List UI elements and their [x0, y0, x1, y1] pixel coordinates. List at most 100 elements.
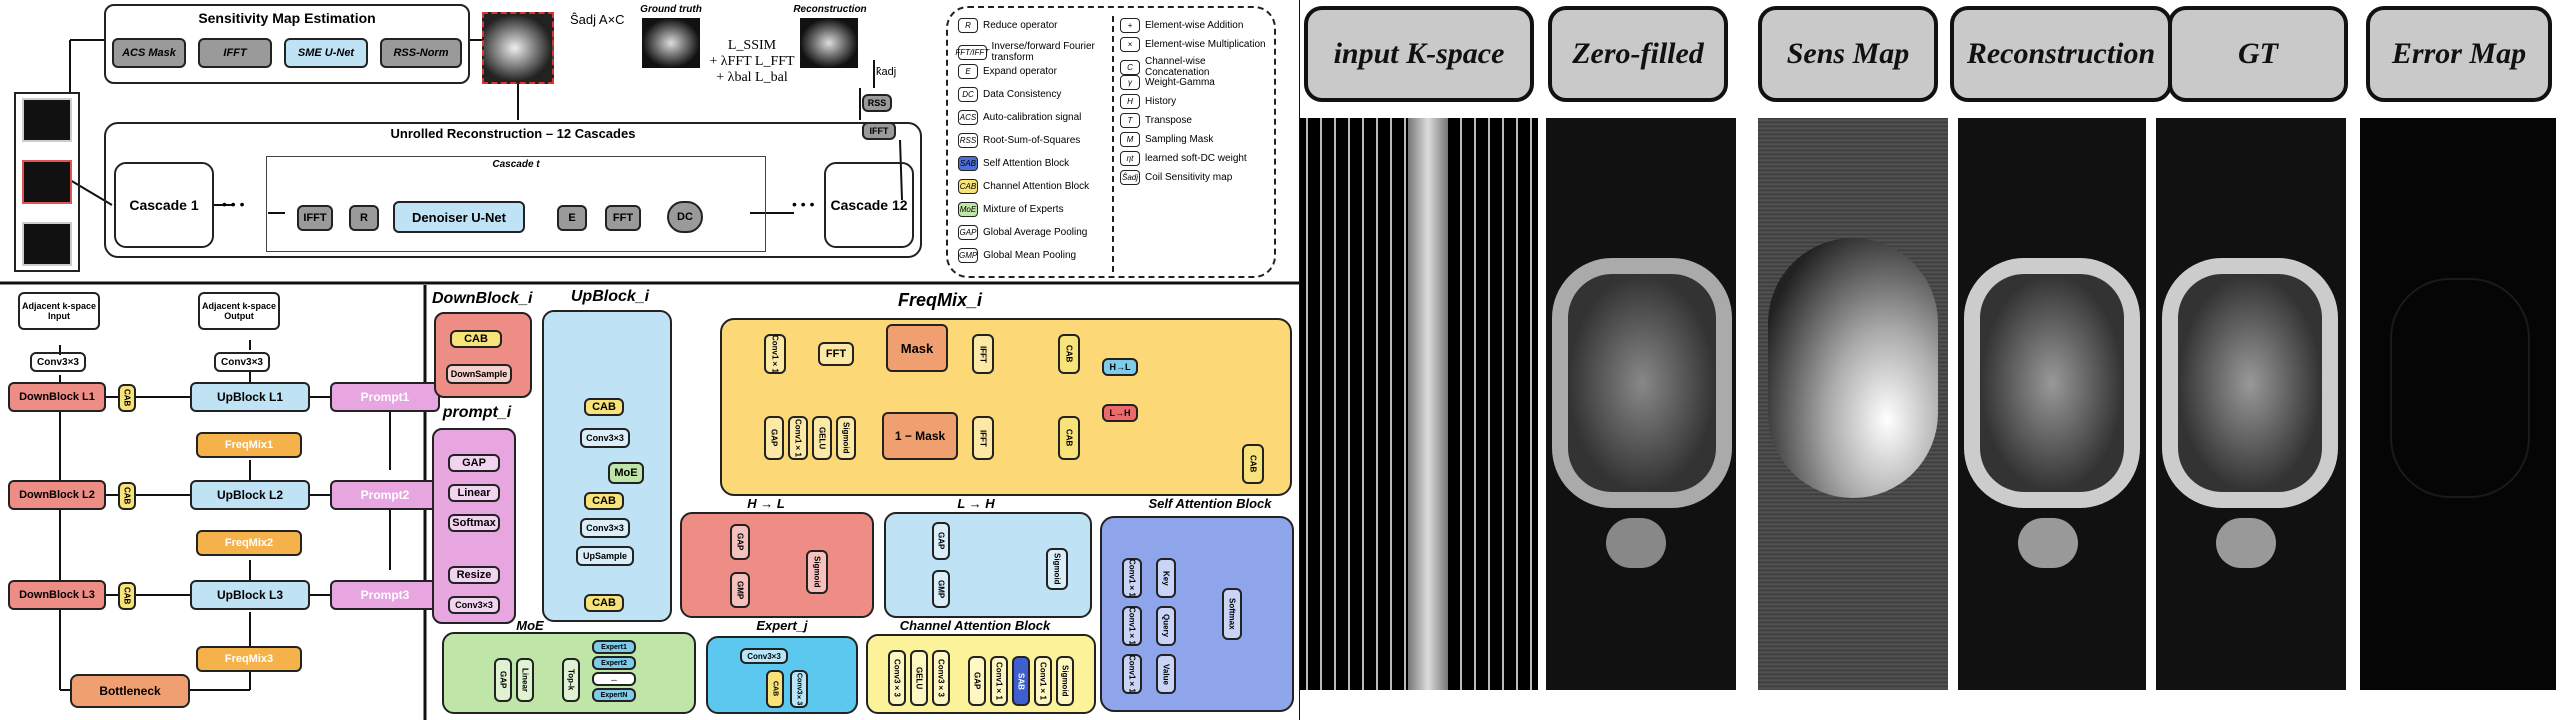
- adjacent-output-block: Adjacent k-space Output: [198, 292, 280, 330]
- ground-truth-image: [642, 18, 700, 68]
- moe-expert-2: Expert2: [592, 656, 636, 670]
- moe-linear: Linear: [516, 658, 534, 702]
- cascade-fft-block: FFT: [605, 205, 641, 231]
- legend-symbol: DC: [958, 87, 978, 102]
- legend-text: Auto-calibration signal: [983, 112, 1082, 123]
- sab-key: Key: [1156, 558, 1176, 598]
- upblock-panel: CAB Conv3×3 MoE CAB Conv3×3 UpSample CAB: [542, 310, 672, 622]
- kspace-center-band: [1408, 118, 1448, 690]
- freqmix-1: FreqMix1: [196, 432, 302, 458]
- zero-filled-image: [1546, 118, 1736, 690]
- sensitivity-map-image: [482, 12, 554, 84]
- prompt-2: Prompt2: [330, 480, 440, 510]
- loss-line: + λFFT L_FFT: [709, 54, 795, 69]
- freqmix-cab-2: CAB: [1058, 416, 1080, 460]
- downblock-1: DownBlock L1: [8, 382, 106, 412]
- gt-image: [2156, 118, 2346, 690]
- l2h-gap: GAP: [932, 522, 950, 560]
- legend-symbol: R: [958, 18, 978, 33]
- cab-conv-4: Conv1×1: [1034, 656, 1052, 706]
- h2l-title: H → L: [747, 496, 785, 511]
- prompt-gap: GAP: [448, 454, 500, 472]
- legend-symbol: RSS: [958, 133, 978, 148]
- prompt-block-title: prompt_i: [442, 404, 512, 421]
- sab-panel: Conv1×1 Conv1×1 Conv1×1 Key Query Value …: [1100, 516, 1294, 712]
- acs-mask-block: ACS Mask: [112, 38, 186, 68]
- reconstruction-image: [800, 18, 858, 68]
- upblock-title: UpBlock_i: [570, 288, 650, 305]
- legend-text: Element-wise Multiplication: [1145, 39, 1266, 50]
- tab-gt[interactable]: GT: [2168, 6, 2348, 102]
- anatomy-body: [2162, 258, 2338, 508]
- legend-row: H History: [1120, 94, 1176, 109]
- anatomy-body: [1552, 258, 1732, 508]
- prompt-conv: Conv3×3: [448, 596, 500, 614]
- tab-error-map[interactable]: Error Map: [2366, 6, 2552, 102]
- legend-text: Global Average Pooling: [983, 227, 1088, 238]
- moe-panel: GAP Linear Top-k Expert1 Expert2 ... Exp…: [442, 632, 696, 714]
- freqmix-h2l: H→L: [1102, 358, 1138, 376]
- sab-softmax: Softmax: [1222, 588, 1242, 640]
- prompt-3: Prompt3: [330, 580, 440, 610]
- downblock-2: DownBlock L2: [8, 480, 106, 510]
- downblock-title: DownBlock_i: [432, 290, 533, 307]
- l2h-gmp: GMP: [932, 570, 950, 608]
- sab-query: Query: [1156, 606, 1176, 646]
- expert-conv-1: Conv3×3: [740, 648, 788, 664]
- legend-symbol: CAB: [958, 179, 978, 194]
- tab-zero-filled[interactable]: Zero-filled: [1548, 6, 1728, 102]
- sensitivity-panel: Sensitivity Map Estimation ACS Mask IFFT…: [104, 4, 470, 84]
- tab-reconstruction[interactable]: Reconstruction: [1950, 6, 2172, 102]
- rss-norm-block: RSS-Norm: [380, 38, 462, 68]
- legend-text: Channel Attention Block: [983, 181, 1090, 192]
- anatomy-body: [1964, 258, 2140, 508]
- expert-panel: Conv3×3 CAB Conv3×3: [706, 636, 858, 714]
- downblock-downsample: DownSample: [446, 364, 512, 384]
- legend-row: T Transpose: [1120, 113, 1192, 128]
- sens-map-blob: [1768, 238, 1938, 498]
- legend-symbol: H: [1120, 94, 1140, 109]
- unrolled-panel: Unrolled Reconstruction – 12 Cascades Ca…: [104, 122, 922, 258]
- skip-cab-1: CAB: [118, 384, 136, 412]
- tab-input-kspace[interactable]: input K-space: [1304, 6, 1534, 102]
- legend-text: Mixture of Experts: [983, 204, 1064, 215]
- legend-text: Expand operator: [983, 66, 1057, 77]
- moe-gap: GAP: [494, 658, 512, 702]
- sab-title: Self Attention Block: [1148, 496, 1272, 511]
- legend-divider: [1112, 16, 1114, 272]
- l2h-panel: GAP GMP Sigmoid: [884, 512, 1092, 618]
- tab-sens-map[interactable]: Sens Map: [1758, 6, 1938, 102]
- input-conv-block: Conv3×3: [30, 352, 86, 372]
- downblock-cab: CAB: [450, 330, 502, 348]
- cab-conv-1: Conv3×3: [888, 650, 906, 706]
- legend-row: + Element-wise Addition: [1120, 18, 1243, 33]
- cascade-ifft-block: IFFT: [297, 205, 333, 231]
- kspace-slice-image: [22, 222, 72, 266]
- adjacent-input-block: Adjacent k-space Input: [18, 292, 100, 330]
- legend-symbol: GAP: [958, 225, 978, 240]
- freqmix-cab: CAB: [1058, 334, 1080, 374]
- legend-row: Ŝadj Coil Sensitivity map: [1120, 170, 1232, 185]
- freqmix-cab-out: CAB: [1242, 444, 1264, 484]
- freqmix-3: FreqMix3: [196, 646, 302, 672]
- cab-conv-2: Conv3×3: [932, 650, 950, 706]
- legend-row: ηt learned soft-DC weight: [1120, 151, 1247, 166]
- cascade-expand-block: E: [557, 205, 587, 231]
- sab-conv-value: Conv1×1: [1122, 654, 1142, 694]
- legend-row: R Reduce operator: [958, 18, 1058, 33]
- downblock-3: DownBlock L3: [8, 580, 106, 610]
- output-conv-block: Conv3×3: [214, 352, 270, 372]
- legend-symbol: M: [1120, 132, 1140, 147]
- legend-row: FFT/IFFT Inverse/forward Fourier transfor…: [955, 41, 1108, 63]
- legend-text: Global Mean Pooling: [983, 250, 1077, 261]
- freqmix-gelu: GELU: [812, 416, 832, 460]
- reconstruction-label: Reconstruction: [793, 4, 867, 15]
- moe-title: MoE: [516, 618, 544, 633]
- legend-row: × Element-wise Multiplication: [1120, 37, 1266, 52]
- upblock-2: UpBlock L2: [190, 480, 310, 510]
- legend-text: Root-Sum-of-Squares: [983, 135, 1081, 146]
- sab-conv-key: Conv1×1: [1122, 558, 1142, 598]
- upblock-cab: CAB: [584, 594, 624, 612]
- error-map-image: [2360, 118, 2556, 690]
- freqmix-fft: FFT: [818, 342, 854, 366]
